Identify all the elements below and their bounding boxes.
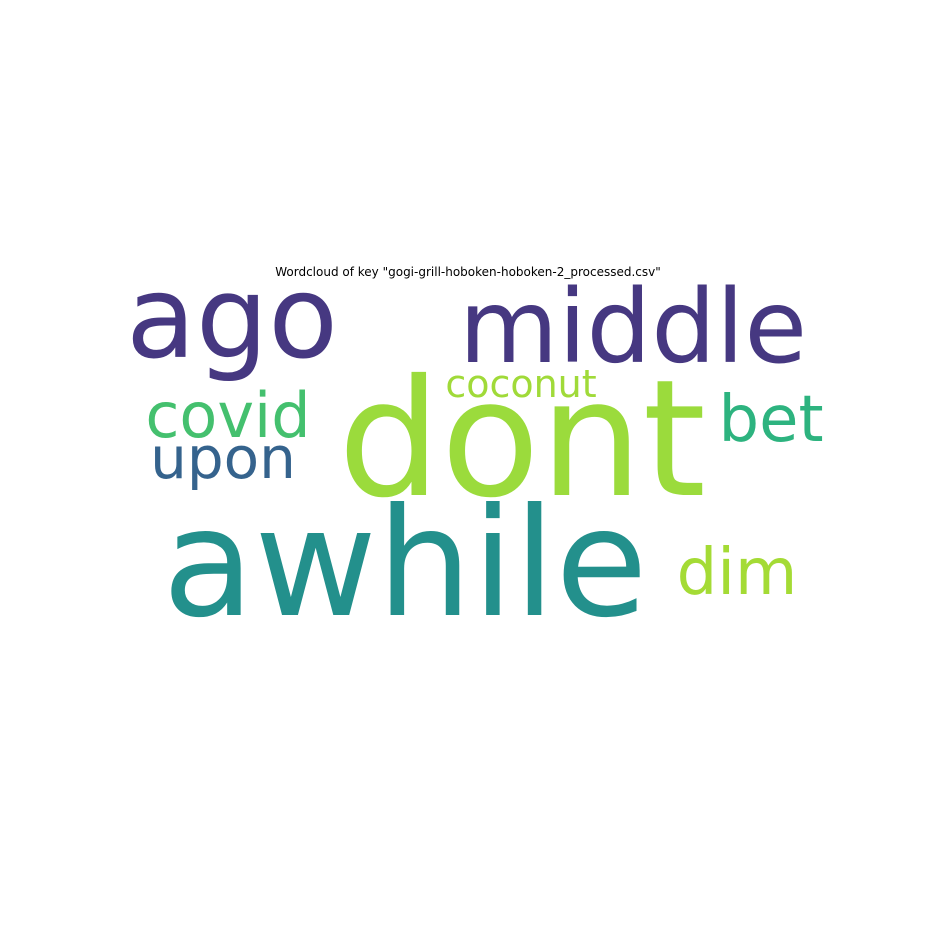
word-awhile: awhile — [162, 477, 647, 651]
word-dim: dim — [677, 536, 798, 610]
word-bet: bet — [718, 383, 823, 457]
word-ago: ago — [126, 251, 338, 384]
word-coconut: coconut — [445, 362, 596, 406]
word-dont: dont — [338, 346, 706, 534]
word-middle: middle — [459, 268, 807, 387]
word-upon: upon — [150, 424, 296, 492]
word-covid: covid — [145, 379, 310, 452]
wordcloud-title: Wordcloud of key "gogi-grill-hoboken-hob… — [275, 265, 661, 279]
